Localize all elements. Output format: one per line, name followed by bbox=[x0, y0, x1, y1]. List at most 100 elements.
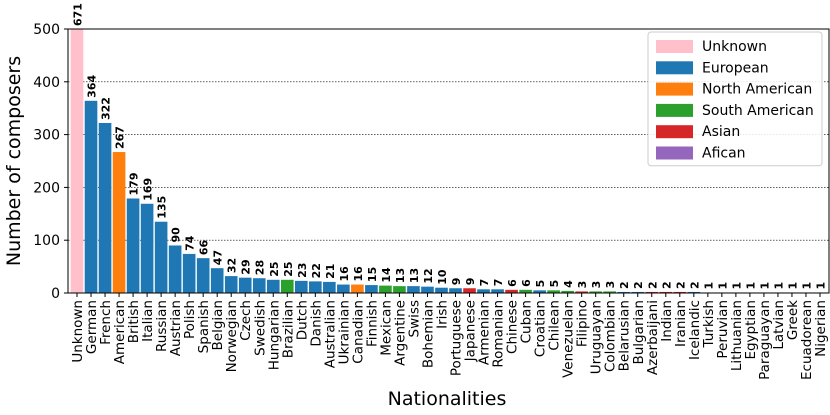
bars bbox=[70, 29, 827, 293]
bar bbox=[323, 281, 336, 293]
x-tick-label: Iranian bbox=[673, 300, 689, 347]
x-tick-label: Hungarian bbox=[266, 300, 282, 370]
x-tick-label: Turkish bbox=[701, 300, 717, 348]
value-label: 322 bbox=[100, 97, 113, 120]
x-tick-label: Azerbaijani bbox=[645, 300, 661, 375]
bar bbox=[435, 287, 448, 293]
y-tick-label: 0 bbox=[51, 286, 60, 302]
bar bbox=[547, 290, 560, 293]
x-tick-label: Latvian bbox=[771, 300, 787, 350]
value-label: 6 bbox=[506, 279, 519, 287]
x-tick-label: Dutch bbox=[294, 300, 310, 340]
value-label: 1 bbox=[730, 282, 743, 290]
x-tick-label: Brazilian bbox=[280, 300, 296, 358]
bar bbox=[224, 276, 238, 293]
bar bbox=[140, 203, 154, 293]
value-label: 3 bbox=[604, 281, 617, 289]
value-label: 3 bbox=[590, 281, 603, 289]
bar bbox=[407, 286, 420, 293]
bar bbox=[645, 291, 659, 293]
x-tick-label: Portuguese bbox=[449, 300, 465, 376]
x-tick-label: Argentine bbox=[392, 300, 408, 366]
bar bbox=[379, 285, 392, 293]
x-tick-label: German bbox=[84, 300, 100, 354]
bar bbox=[294, 280, 308, 293]
x-tick-label: American bbox=[112, 300, 128, 364]
x-tick-label: Ukrainian bbox=[336, 300, 352, 364]
value-label: 9 bbox=[450, 278, 463, 286]
bar bbox=[196, 258, 210, 293]
bar bbox=[561, 290, 574, 293]
value-label: 21 bbox=[324, 264, 337, 279]
legend-label: South American bbox=[702, 103, 814, 119]
bar bbox=[126, 198, 140, 293]
bar bbox=[449, 288, 462, 293]
value-label: 47 bbox=[212, 250, 225, 265]
value-label: 5 bbox=[534, 280, 547, 288]
x-tick-label: Uruguayan bbox=[589, 300, 605, 374]
x-tick-label: Canadian bbox=[350, 300, 366, 364]
value-label: 1 bbox=[744, 282, 757, 290]
value-label: 28 bbox=[254, 260, 267, 275]
value-label: 66 bbox=[198, 239, 211, 255]
value-label: 25 bbox=[282, 261, 295, 276]
value-label: 5 bbox=[548, 280, 561, 288]
x-tick-label: Icelandic bbox=[687, 300, 703, 360]
x-tick-label: Polish bbox=[182, 300, 198, 339]
x-tick-label: Spanish bbox=[196, 300, 212, 353]
value-label: 267 bbox=[114, 126, 127, 149]
value-label: 135 bbox=[156, 196, 169, 219]
bar bbox=[309, 281, 322, 293]
x-tick-label: Mexican bbox=[378, 300, 394, 356]
legend-swatch bbox=[656, 40, 693, 53]
legend-label: European bbox=[702, 60, 769, 76]
value-label: 1 bbox=[758, 282, 771, 290]
x-tick-label: Filipino bbox=[575, 300, 591, 347]
value-label: 9 bbox=[464, 278, 477, 286]
x-tick-label: Lithuanian bbox=[729, 300, 745, 371]
x-tick-label: Belgian bbox=[210, 300, 226, 350]
value-label: 1 bbox=[800, 282, 813, 290]
bar bbox=[238, 277, 252, 293]
value-label: 22 bbox=[310, 263, 323, 278]
x-tick-label: Japanese bbox=[463, 300, 479, 362]
bar bbox=[98, 122, 112, 293]
legend-label: Afican bbox=[702, 146, 746, 162]
legend-swatch bbox=[656, 146, 693, 160]
value-label: 2 bbox=[646, 281, 659, 289]
bar bbox=[266, 279, 280, 293]
value-label: 169 bbox=[142, 178, 155, 201]
x-tick-label: Peruvian bbox=[715, 300, 731, 359]
bar bbox=[603, 291, 617, 293]
x-tick-label: Swiss bbox=[406, 300, 422, 337]
bar bbox=[84, 100, 98, 293]
x-tick-label: Swedish bbox=[252, 300, 268, 356]
value-label: 1 bbox=[716, 282, 729, 290]
x-tick-label: Indian bbox=[659, 300, 675, 342]
value-label: 1 bbox=[702, 282, 715, 290]
value-label: 12 bbox=[422, 268, 435, 283]
x-tick-label: Belarusian bbox=[617, 300, 633, 371]
x-tick-label: Czech bbox=[238, 300, 254, 341]
x-tick-label: Danish bbox=[308, 300, 324, 347]
y-tick-label: 200 bbox=[33, 180, 60, 196]
bar bbox=[673, 291, 687, 293]
x-tick-label: Croatian bbox=[533, 300, 549, 357]
value-label: 3 bbox=[576, 281, 589, 289]
legend-swatch bbox=[656, 61, 693, 75]
bar bbox=[70, 29, 84, 293]
bar bbox=[393, 286, 406, 293]
value-label: 6 bbox=[520, 279, 533, 287]
y-tick-label: 300 bbox=[33, 128, 60, 144]
value-label: 16 bbox=[338, 266, 351, 282]
plot-frame bbox=[67, 28, 830, 294]
x-tick-label: French bbox=[98, 300, 114, 345]
value-label: 7 bbox=[492, 279, 505, 287]
labels: 0100200300400500Unknown671German364Frenc… bbox=[33, 3, 829, 380]
value-label: 90 bbox=[170, 227, 183, 243]
x-tick-label: Nigerian bbox=[813, 300, 829, 357]
x-tick-label: Egyptian bbox=[743, 300, 759, 360]
x-tick-label: Armenian bbox=[477, 300, 493, 365]
bar bbox=[491, 289, 504, 293]
